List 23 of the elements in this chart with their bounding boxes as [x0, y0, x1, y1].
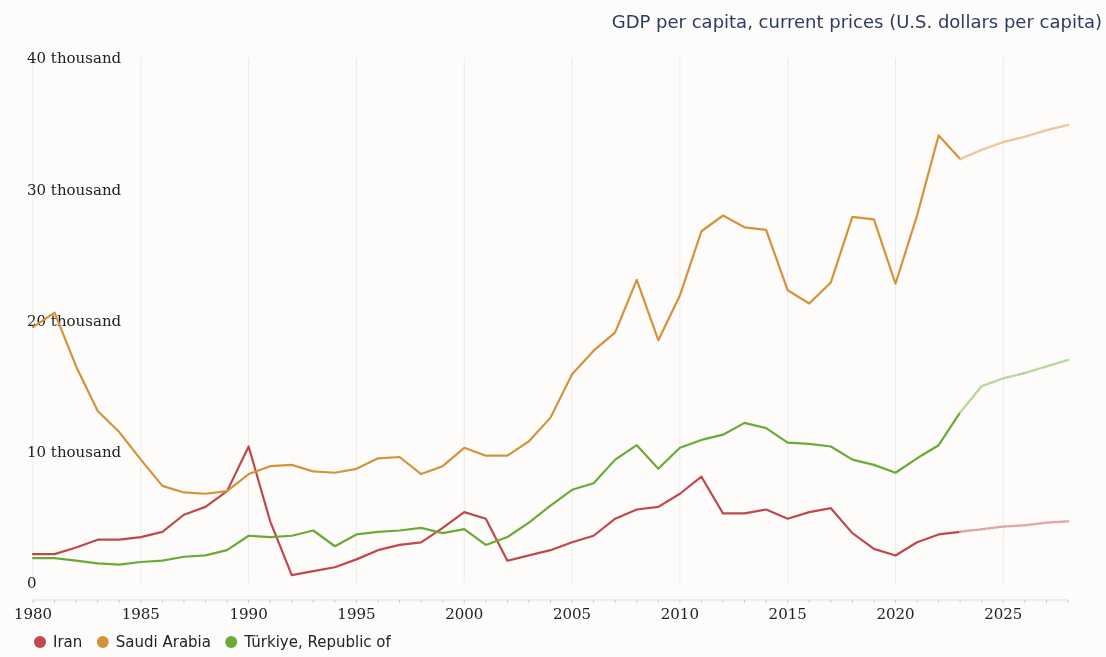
legend-label: Iran	[53, 633, 83, 651]
x-tick-label: 1995	[337, 605, 376, 623]
line-series	[958, 520, 1070, 534]
line-series	[31, 411, 962, 566]
x-tick-label: 2015	[768, 605, 807, 623]
chart-title: GDP per capita, current prices (U.S. dollars per capita)	[611, 11, 1102, 32]
x-tick-label: 2010	[660, 605, 699, 623]
x-tick-label: 1980	[13, 605, 53, 623]
x-tick-label: 2005	[552, 605, 592, 623]
line-series	[958, 358, 1070, 414]
y-tick-label: 0	[27, 574, 37, 593]
y-tick-label: 10 thousand	[27, 443, 122, 461]
y-tick-label: 40 thousand	[27, 49, 122, 68]
x-tick-label: 1985	[121, 605, 160, 623]
legend-label: Saudi Arabia	[115, 633, 211, 651]
x-tick-label: 2000	[445, 605, 484, 623]
line-series	[958, 123, 1070, 161]
x-tick-label: 2020	[876, 605, 915, 623]
legend-label: Türkiye, Republic of	[243, 633, 392, 651]
x-tick-label: 1990	[229, 605, 268, 623]
y-tick-label: 30 thousand	[27, 180, 122, 199]
x-tick-label: 2025	[984, 605, 1023, 623]
line-series	[31, 445, 962, 577]
